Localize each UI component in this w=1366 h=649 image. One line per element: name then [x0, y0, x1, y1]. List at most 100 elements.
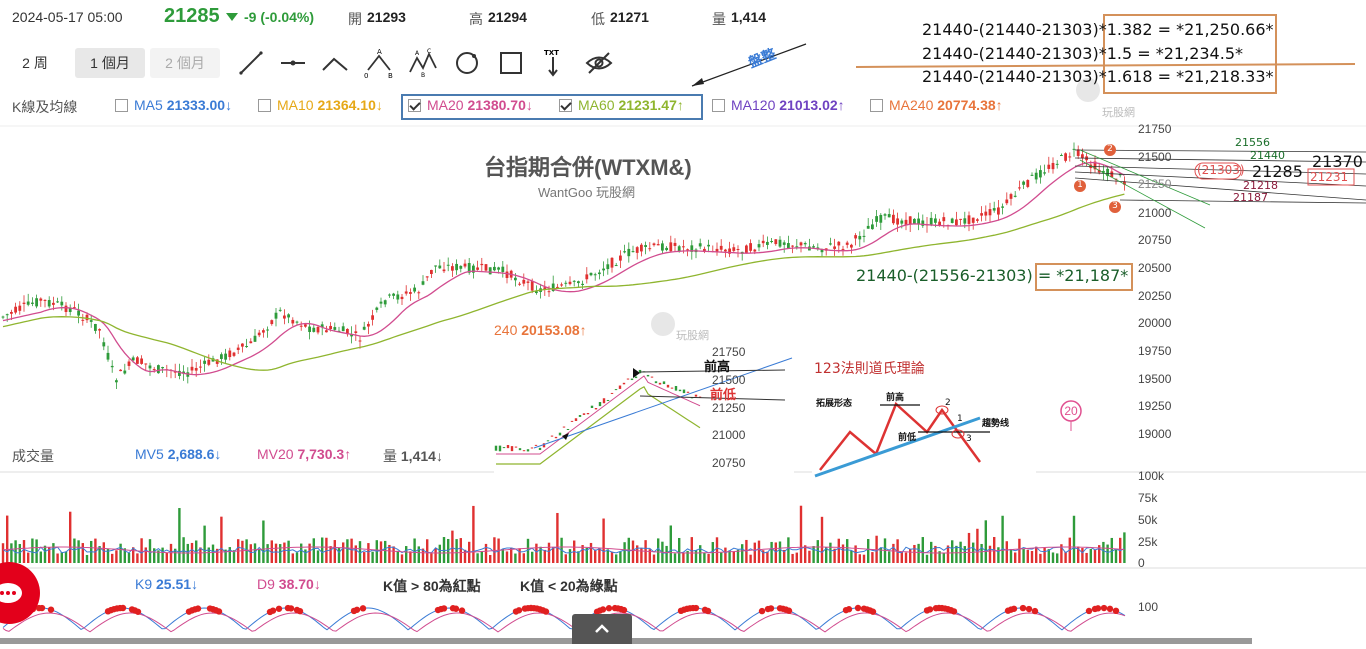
volume-bar — [1077, 546, 1080, 563]
volume-bar — [426, 539, 429, 563]
ma240-checkbox[interactable] — [870, 99, 883, 112]
candle-body — [619, 255, 622, 261]
candle-body — [766, 241, 769, 245]
ma60-toggle[interactable]: MA60 21231.47↑ — [559, 97, 684, 113]
inset-candle — [610, 392, 614, 394]
volume-bar — [203, 525, 206, 563]
rectangle-tool-icon[interactable] — [496, 48, 526, 78]
candle-body — [262, 330, 265, 333]
candle-body — [442, 269, 446, 272]
volume-bar — [778, 541, 782, 563]
candle-body — [85, 314, 89, 321]
kd-red-dot — [1025, 605, 1033, 613]
text-tool-icon[interactable]: TXT — [538, 48, 568, 78]
kd-red-dot — [194, 605, 202, 612]
candle-body — [942, 217, 946, 222]
ma60-checkbox[interactable] — [559, 99, 572, 112]
inset-candle — [566, 428, 570, 430]
candle-body — [274, 312, 278, 319]
ma10-toggle[interactable]: MA10 21364.10↓ — [258, 97, 383, 113]
candle-body — [299, 325, 303, 327]
d9-line — [2, 612, 1126, 633]
ma120-checkbox[interactable] — [712, 99, 725, 112]
high-value: 21294 — [488, 9, 527, 25]
candle-body — [871, 224, 874, 230]
candle-body — [971, 217, 975, 223]
kd-red-dot — [1010, 605, 1018, 612]
ma60-value: 21231.47 — [618, 97, 677, 113]
candle-body — [316, 326, 320, 333]
candle-body — [770, 241, 773, 243]
volume-bar — [249, 544, 252, 563]
candle-body — [707, 244, 710, 247]
horizontal-line-tool-icon[interactable] — [278, 48, 308, 78]
candle-body — [799, 242, 803, 246]
hide-drawings-eye-icon[interactable] — [584, 48, 614, 78]
volume-bar — [657, 538, 660, 563]
candle-body — [845, 242, 849, 245]
candle-body — [215, 359, 219, 364]
point-2-label: 2 — [1107, 144, 1113, 154]
volume-bar — [283, 542, 286, 563]
volume-bar — [1051, 552, 1055, 563]
candle-body — [236, 347, 240, 350]
ma-highlight-box — [401, 94, 703, 120]
level-21218: 21218 — [1243, 179, 1278, 192]
point-3-marker — [1109, 201, 1121, 213]
candle-body — [535, 291, 538, 294]
volume-bar — [690, 537, 693, 563]
inset-candle — [686, 391, 690, 393]
volume-bar — [274, 543, 278, 563]
ma5-checkbox[interactable] — [115, 99, 128, 112]
volume-bar — [102, 542, 105, 563]
period-2-months-button[interactable]: 2 個月 — [150, 48, 220, 78]
volume-bar — [52, 543, 55, 563]
ma20-checkbox[interactable] — [408, 99, 421, 112]
volume-bar — [1085, 552, 1088, 563]
candle-body — [530, 281, 534, 291]
collapse-panel-button[interactable] — [572, 614, 632, 644]
watermark-text-2: 玩股網 — [1102, 107, 1135, 119]
volume-bar — [388, 544, 391, 563]
inset-candle — [654, 381, 658, 384]
abc-pattern-tool-icon[interactable]: A 0 B — [364, 48, 394, 78]
volume-bar — [804, 545, 807, 563]
live-chat-button[interactable] — [0, 562, 40, 624]
kd-red-dot — [440, 605, 448, 612]
vol-axis-tick: 0 — [1138, 556, 1145, 570]
down-arrow-icon — [226, 13, 238, 21]
inset-candle — [622, 382, 626, 385]
volume-bar — [934, 545, 937, 563]
axis-tick: 20500 — [1138, 261, 1172, 275]
candle-body — [388, 294, 391, 296]
fib-formula-box — [1103, 14, 1277, 94]
volume-bar — [409, 551, 412, 563]
inset-candle — [502, 447, 506, 449]
candle-body — [249, 341, 253, 344]
volume-bar — [64, 551, 68, 563]
ma10-checkbox[interactable] — [258, 99, 271, 112]
volume-bar — [400, 554, 404, 563]
volume-bar — [98, 546, 101, 563]
trend-line-tool-icon[interactable] — [236, 48, 266, 78]
ma5-toggle[interactable]: MA5 21333.00↓ — [115, 97, 232, 113]
circle-tool-icon[interactable] — [452, 48, 482, 78]
ma240-toggle[interactable]: MA240 20774.38↑ — [870, 97, 1003, 113]
candle-body — [690, 245, 694, 252]
ma120-toggle[interactable]: MA120 21013.02↑ — [712, 97, 845, 113]
inset-chart — [494, 345, 794, 487]
wave-pattern-tool-icon[interactable]: A C B — [408, 48, 438, 78]
volume-bar — [60, 552, 63, 563]
candle-body — [182, 371, 185, 374]
candle-body — [1047, 164, 1051, 169]
low-label: 低 — [591, 11, 605, 27]
theory-prev-low: 前低 — [898, 433, 917, 443]
ma20-toggle[interactable]: MA20 21380.70↓ — [408, 97, 533, 113]
angle-tool-icon[interactable] — [320, 48, 350, 78]
volume-bar — [900, 551, 903, 563]
period-2-weeks-button[interactable]: 2 周 — [22, 55, 48, 71]
period-1-month-button[interactable]: 1 個月 — [75, 48, 145, 78]
candle-body — [102, 342, 106, 347]
volume-bar — [148, 539, 152, 563]
